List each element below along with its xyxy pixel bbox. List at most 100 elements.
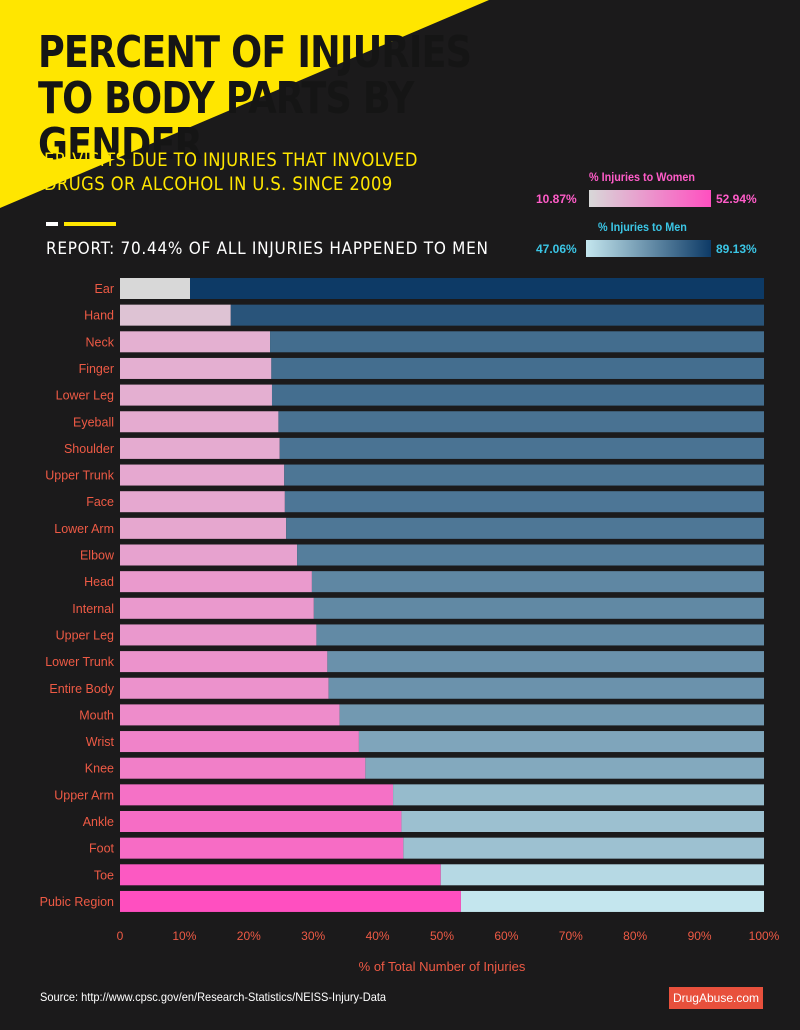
bar-men <box>190 278 764 299</box>
category-label: Upper Trunk <box>45 469 115 483</box>
legend-men-min: 47.06% <box>536 242 577 256</box>
category-label: Ear <box>95 282 114 296</box>
bar-men <box>313 597 764 619</box>
x-tick-label: 80% <box>623 929 647 943</box>
legend-women-max: 52.94% <box>716 192 757 206</box>
bar-women <box>120 784 394 806</box>
bar-men <box>440 864 764 886</box>
x-tick-label: 0 <box>117 929 124 943</box>
category-label: Upper Leg <box>56 628 114 642</box>
bar-men <box>271 384 764 406</box>
category-label: Upper Arm <box>54 788 114 802</box>
bar-women <box>120 757 366 779</box>
bar-men <box>284 491 764 513</box>
x-tick-label: 10% <box>172 929 196 943</box>
legend-men-gradient <box>586 240 711 257</box>
category-label: Eyeball <box>73 415 114 429</box>
bar-women <box>120 864 441 886</box>
bar-men <box>230 304 764 326</box>
bar-men <box>316 624 764 646</box>
category-label: Elbow <box>80 549 115 563</box>
legend-women-gradient <box>589 190 711 207</box>
bar-women <box>120 304 231 326</box>
source-citation: Source: http://www.cpsc.gov/en/Research-… <box>40 990 387 1004</box>
category-label: Toe <box>94 868 114 882</box>
category-label: Lower Trunk <box>45 655 115 669</box>
bar-men <box>286 517 764 539</box>
bar-men <box>297 544 764 566</box>
x-tick-label: 20% <box>237 929 261 943</box>
category-label: Mouth <box>79 708 114 722</box>
bar-men <box>403 837 764 859</box>
bar-women <box>120 278 191 299</box>
category-label: Entire Body <box>49 682 114 696</box>
x-tick-label: 100% <box>749 929 780 943</box>
bar-men <box>279 437 764 459</box>
x-tick-label: 90% <box>688 929 712 943</box>
bar-men <box>278 411 764 433</box>
bar-men <box>401 811 764 832</box>
category-label: Head <box>84 575 114 589</box>
bar-men <box>339 704 764 726</box>
category-label: Neck <box>86 335 115 349</box>
bar-women <box>120 677 329 699</box>
bar-women <box>120 384 272 406</box>
bar-women <box>120 597 314 619</box>
x-tick-label: 30% <box>301 929 325 943</box>
category-label: Ankle <box>83 815 114 829</box>
bar-women <box>120 624 317 646</box>
bar-women <box>120 651 328 673</box>
x-tick-label: 50% <box>430 929 454 943</box>
bar-men <box>393 784 764 806</box>
category-label: Lower Arm <box>54 522 114 536</box>
bar-men <box>328 677 764 699</box>
category-label: Internal <box>72 602 114 616</box>
category-label: Wrist <box>86 735 115 749</box>
x-tick-label: 40% <box>366 929 390 943</box>
category-label: Shoulder <box>64 442 114 456</box>
bar-women <box>120 357 272 379</box>
x-tick-label: 70% <box>559 929 583 943</box>
bar-men <box>311 571 764 593</box>
bar-men <box>460 890 764 912</box>
legend-men-title: % Injuries to Men <box>598 220 687 234</box>
bar-men <box>358 731 764 753</box>
bar-women <box>120 890 461 912</box>
category-label: Hand <box>84 309 114 323</box>
bar-women <box>120 411 279 433</box>
stacked-bar-chart: Ear Hand Neck Finger Lower Leg Eyeball Shoulde… <box>40 278 780 943</box>
page-title: PERCENT OF INJURIES TO BODY PARTS BY GEN… <box>38 27 472 170</box>
x-tick-label: 60% <box>494 929 518 943</box>
bar-women <box>120 704 340 726</box>
category-label: Finger <box>79 362 114 376</box>
bar-women <box>120 544 298 566</box>
bar-women <box>120 331 271 353</box>
bar-women <box>120 837 404 859</box>
bar-men <box>270 331 764 353</box>
bar-men <box>284 464 764 486</box>
legend-men-max: 89.13% <box>716 242 757 256</box>
subtitle: ER VISITS DUE TO INJURIES THAT INVOLVED … <box>44 149 418 195</box>
bar-women <box>120 464 285 486</box>
bar-women <box>120 491 285 513</box>
bar-women <box>120 437 280 459</box>
x-axis-title: % of Total Number of Injuries <box>358 959 526 974</box>
bar-women <box>120 731 359 753</box>
category-label: Knee <box>85 762 114 776</box>
category-label: Face <box>86 495 114 509</box>
brand-badge: DrugAbuse.com <box>669 987 763 1009</box>
decorative-dash-white <box>46 222 58 226</box>
bar-women <box>120 517 287 539</box>
legend-women-title: % Injuries to Women <box>589 170 696 184</box>
bar-women <box>120 571 312 593</box>
decorative-dash-yellow <box>64 222 116 226</box>
report-summary: REPORT: 70.44% OF ALL INJURIES HAPPENED … <box>46 239 489 259</box>
bar-men <box>327 651 764 673</box>
bar-men <box>271 357 764 379</box>
legend-women-min: 10.87% <box>536 192 577 206</box>
bar-men <box>365 757 764 779</box>
category-label: Pubic Region <box>40 895 114 909</box>
bar-women <box>120 811 402 832</box>
category-label: Lower Leg <box>56 389 114 403</box>
category-label: Foot <box>89 842 115 856</box>
